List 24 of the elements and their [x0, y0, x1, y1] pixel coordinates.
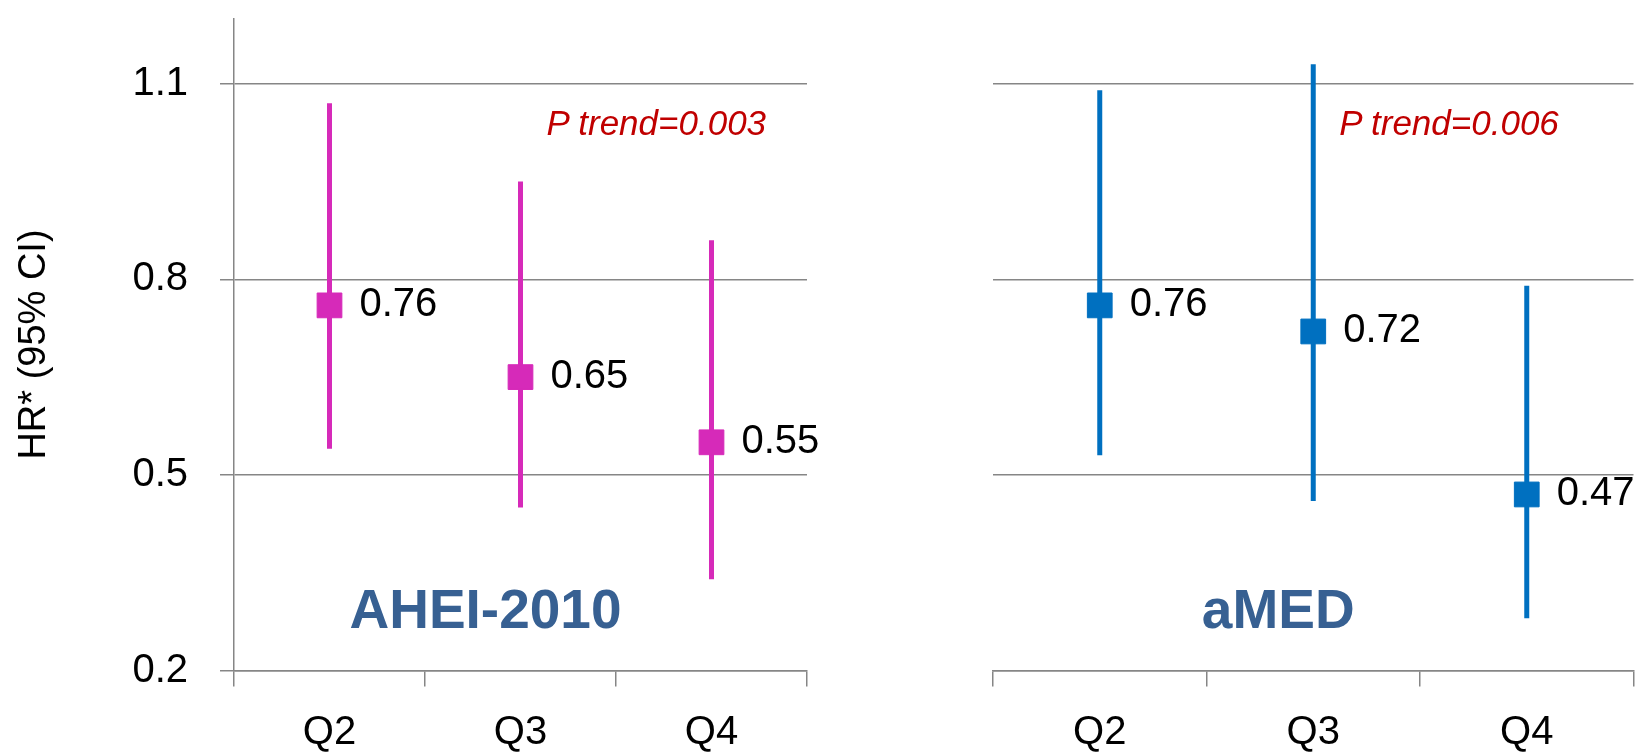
text: aMED	[1201, 577, 1355, 640]
y-tick-label: 0.5	[132, 449, 188, 494]
x-tick-label: Q2	[302, 707, 357, 752]
data-label: 0.55	[741, 417, 820, 462]
data-label: 0.76	[1129, 280, 1208, 325]
point	[698, 429, 725, 456]
y-axis-title: HR* (95% CI)	[11, 229, 54, 460]
data-label: 0.72	[1343, 306, 1422, 351]
y-tick-label: 1.1	[132, 58, 188, 103]
data-label: 0.47	[1556, 469, 1635, 514]
x-tick-label: Q4	[1500, 707, 1554, 752]
annotation: P trend=0.003	[546, 103, 767, 143]
point	[316, 292, 343, 319]
data-label: 0.76	[359, 280, 438, 325]
data-label: 0.65	[550, 352, 629, 397]
x-tick-label: Q3	[493, 707, 548, 752]
annotation: P trend=0.006	[1339, 103, 1560, 143]
y-tick-label: 0.8	[132, 254, 188, 299]
y-tick-label: 0.2	[132, 645, 188, 690]
x-tick-label: Q3	[1286, 707, 1340, 752]
point	[507, 364, 534, 390]
x-tick-label: Q4	[684, 707, 739, 752]
text: AHEI-2010	[349, 577, 622, 640]
x-tick-label: Q2	[1073, 707, 1127, 752]
